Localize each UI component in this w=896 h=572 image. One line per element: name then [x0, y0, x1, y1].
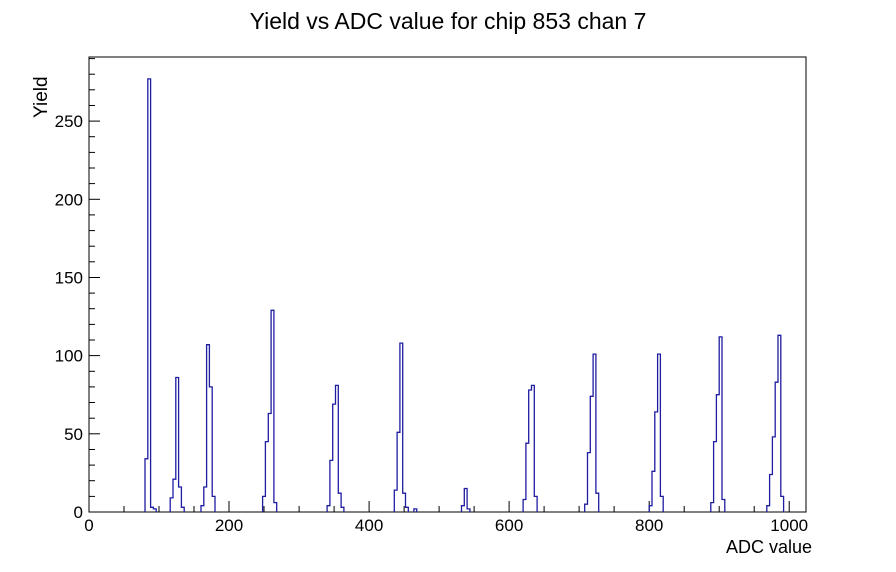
- x-axis-title: ADC value: [725, 537, 812, 557]
- y-tick-label: 0: [74, 503, 83, 522]
- y-tick-label: 150: [55, 269, 83, 288]
- x-tick-label: 200: [215, 516, 243, 535]
- x-tick-label: 800: [635, 516, 663, 535]
- x-tick-label: 400: [355, 516, 383, 535]
- y-tick-label: 250: [55, 112, 83, 131]
- y-tick-label: 50: [64, 425, 83, 444]
- y-tick-label: 200: [55, 190, 83, 209]
- x-tick-label: 1000: [770, 516, 808, 535]
- y-tick-label: 100: [55, 347, 83, 366]
- histogram-line: [144, 78, 785, 512]
- x-tick-label: 0: [84, 516, 93, 535]
- chart-title: Yield vs ADC value for chip 853 chan 7: [249, 8, 647, 34]
- plot-frame: [88, 56, 807, 513]
- x-tick-label: 600: [495, 516, 523, 535]
